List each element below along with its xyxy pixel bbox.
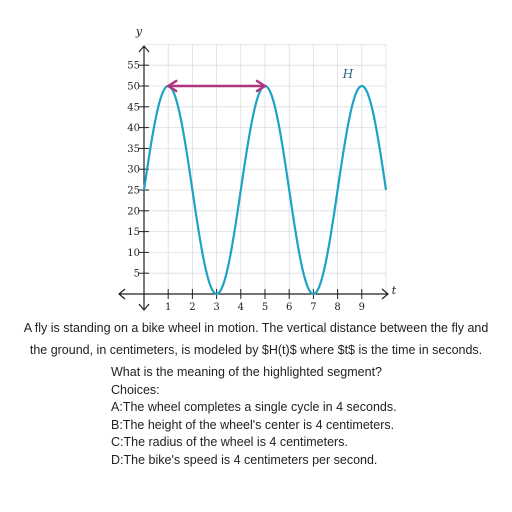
y-tick-label-50: 50: [127, 82, 140, 93]
x-tick-label-3: 3: [213, 302, 219, 313]
choice-b[interactable]: B:The height of the wheel's center is 4 …: [111, 417, 395, 432]
x-tick-label-5: 5: [262, 302, 268, 313]
y-tick-label-45: 45: [127, 102, 140, 113]
y-axis-arrow-top: [138, 45, 150, 53]
axes: [118, 45, 389, 311]
question-prompt: What is the meaning of the highlighted s…: [111, 365, 383, 379]
x-axis-title: t: [392, 284, 397, 297]
curve-label-H: H: [342, 67, 354, 81]
grid-lines: [144, 44, 387, 294]
question-line-1: A fly is standing on a bike wheel in mot…: [23, 321, 489, 335]
x-axis-arrow-left: [118, 288, 126, 300]
y-axis-arrow-bottom: [138, 303, 150, 311]
highlighted-segment: [166, 79, 267, 93]
choice-a[interactable]: A:The wheel completes a single cycle in …: [111, 400, 397, 414]
choice-d[interactable]: D:The bike's speed is 4 centimeters per …: [111, 452, 378, 467]
y-tick-label-15: 15: [127, 227, 140, 238]
y-tick-label-20: 20: [127, 206, 140, 217]
choice-c[interactable]: C:The radius of the wheel is 4 centimete…: [111, 435, 348, 449]
y-tick-label-35: 35: [127, 144, 140, 155]
x-tick-label-1: 1: [165, 302, 171, 313]
x-tick-label-6: 6: [286, 302, 292, 313]
x-tick-label-7: 7: [310, 302, 316, 313]
y-tick-label-40: 40: [127, 123, 140, 134]
y-axis-title: y: [135, 25, 143, 38]
y-tick-label-10: 10: [127, 248, 140, 259]
y-tick-label-30: 30: [127, 165, 140, 176]
x-tick-label-2: 2: [189, 302, 195, 313]
y-tick-label-25: 25: [127, 186, 140, 197]
highlight-arrow-left: [166, 79, 178, 93]
y-tick-label-5: 5: [134, 269, 140, 280]
x-axis-arrow-right: [381, 288, 389, 300]
x-tick-label-4: 4: [238, 302, 244, 313]
ticks: [139, 64, 363, 299]
x-tick-label-8: 8: [334, 302, 340, 313]
choices-label: Choices:: [111, 382, 160, 397]
question-line-2: the ground, in centimeters, is modeled b…: [29, 343, 483, 357]
highlight-arrow-right: [255, 79, 267, 93]
x-tick-label-9: 9: [359, 302, 365, 313]
question-block: A fly is standing on a bike wheel in mot…: [0, 317, 512, 469]
y-tick-label-55: 55: [127, 61, 140, 72]
